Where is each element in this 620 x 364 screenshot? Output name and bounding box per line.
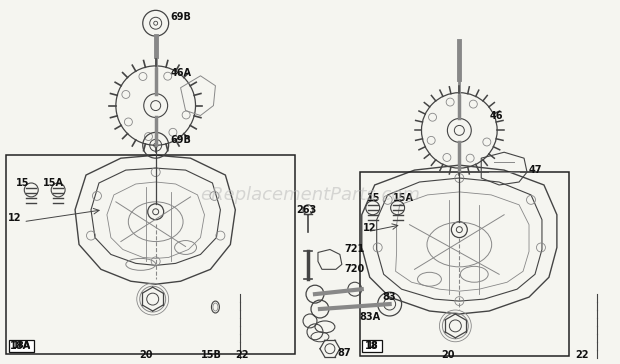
Bar bbox=[361, 340, 382, 352]
Text: 20: 20 bbox=[139, 350, 153, 360]
Text: 47: 47 bbox=[529, 165, 542, 175]
Text: 18: 18 bbox=[366, 341, 378, 350]
Text: 15A: 15A bbox=[392, 193, 414, 203]
Text: 69B: 69B bbox=[170, 12, 192, 22]
Text: 22: 22 bbox=[575, 350, 588, 360]
Text: 18A: 18A bbox=[12, 341, 30, 350]
Text: 22: 22 bbox=[236, 350, 249, 360]
Text: 83: 83 bbox=[383, 292, 396, 302]
Text: 83A: 83A bbox=[360, 312, 381, 322]
Bar bbox=[6, 155, 295, 354]
Text: 720: 720 bbox=[345, 264, 365, 274]
Text: 15: 15 bbox=[16, 178, 30, 188]
Text: 15: 15 bbox=[367, 193, 380, 203]
Text: 69B: 69B bbox=[170, 135, 192, 145]
Bar bbox=[9, 340, 34, 352]
Text: 46A: 46A bbox=[170, 68, 192, 78]
Text: 20: 20 bbox=[441, 350, 455, 360]
Text: 87: 87 bbox=[338, 348, 352, 358]
Text: eReplacementParts.com: eReplacementParts.com bbox=[200, 186, 420, 204]
Bar bbox=[360, 172, 569, 356]
Text: 18: 18 bbox=[365, 341, 378, 351]
Text: 12: 12 bbox=[363, 223, 376, 233]
Text: 18A: 18A bbox=[11, 341, 32, 351]
Text: 721: 721 bbox=[345, 245, 365, 254]
Text: 263: 263 bbox=[296, 205, 316, 215]
Text: 12: 12 bbox=[8, 213, 22, 223]
Text: 15B: 15B bbox=[200, 350, 221, 360]
Text: 46: 46 bbox=[489, 111, 503, 120]
Text: 15A: 15A bbox=[43, 178, 64, 188]
